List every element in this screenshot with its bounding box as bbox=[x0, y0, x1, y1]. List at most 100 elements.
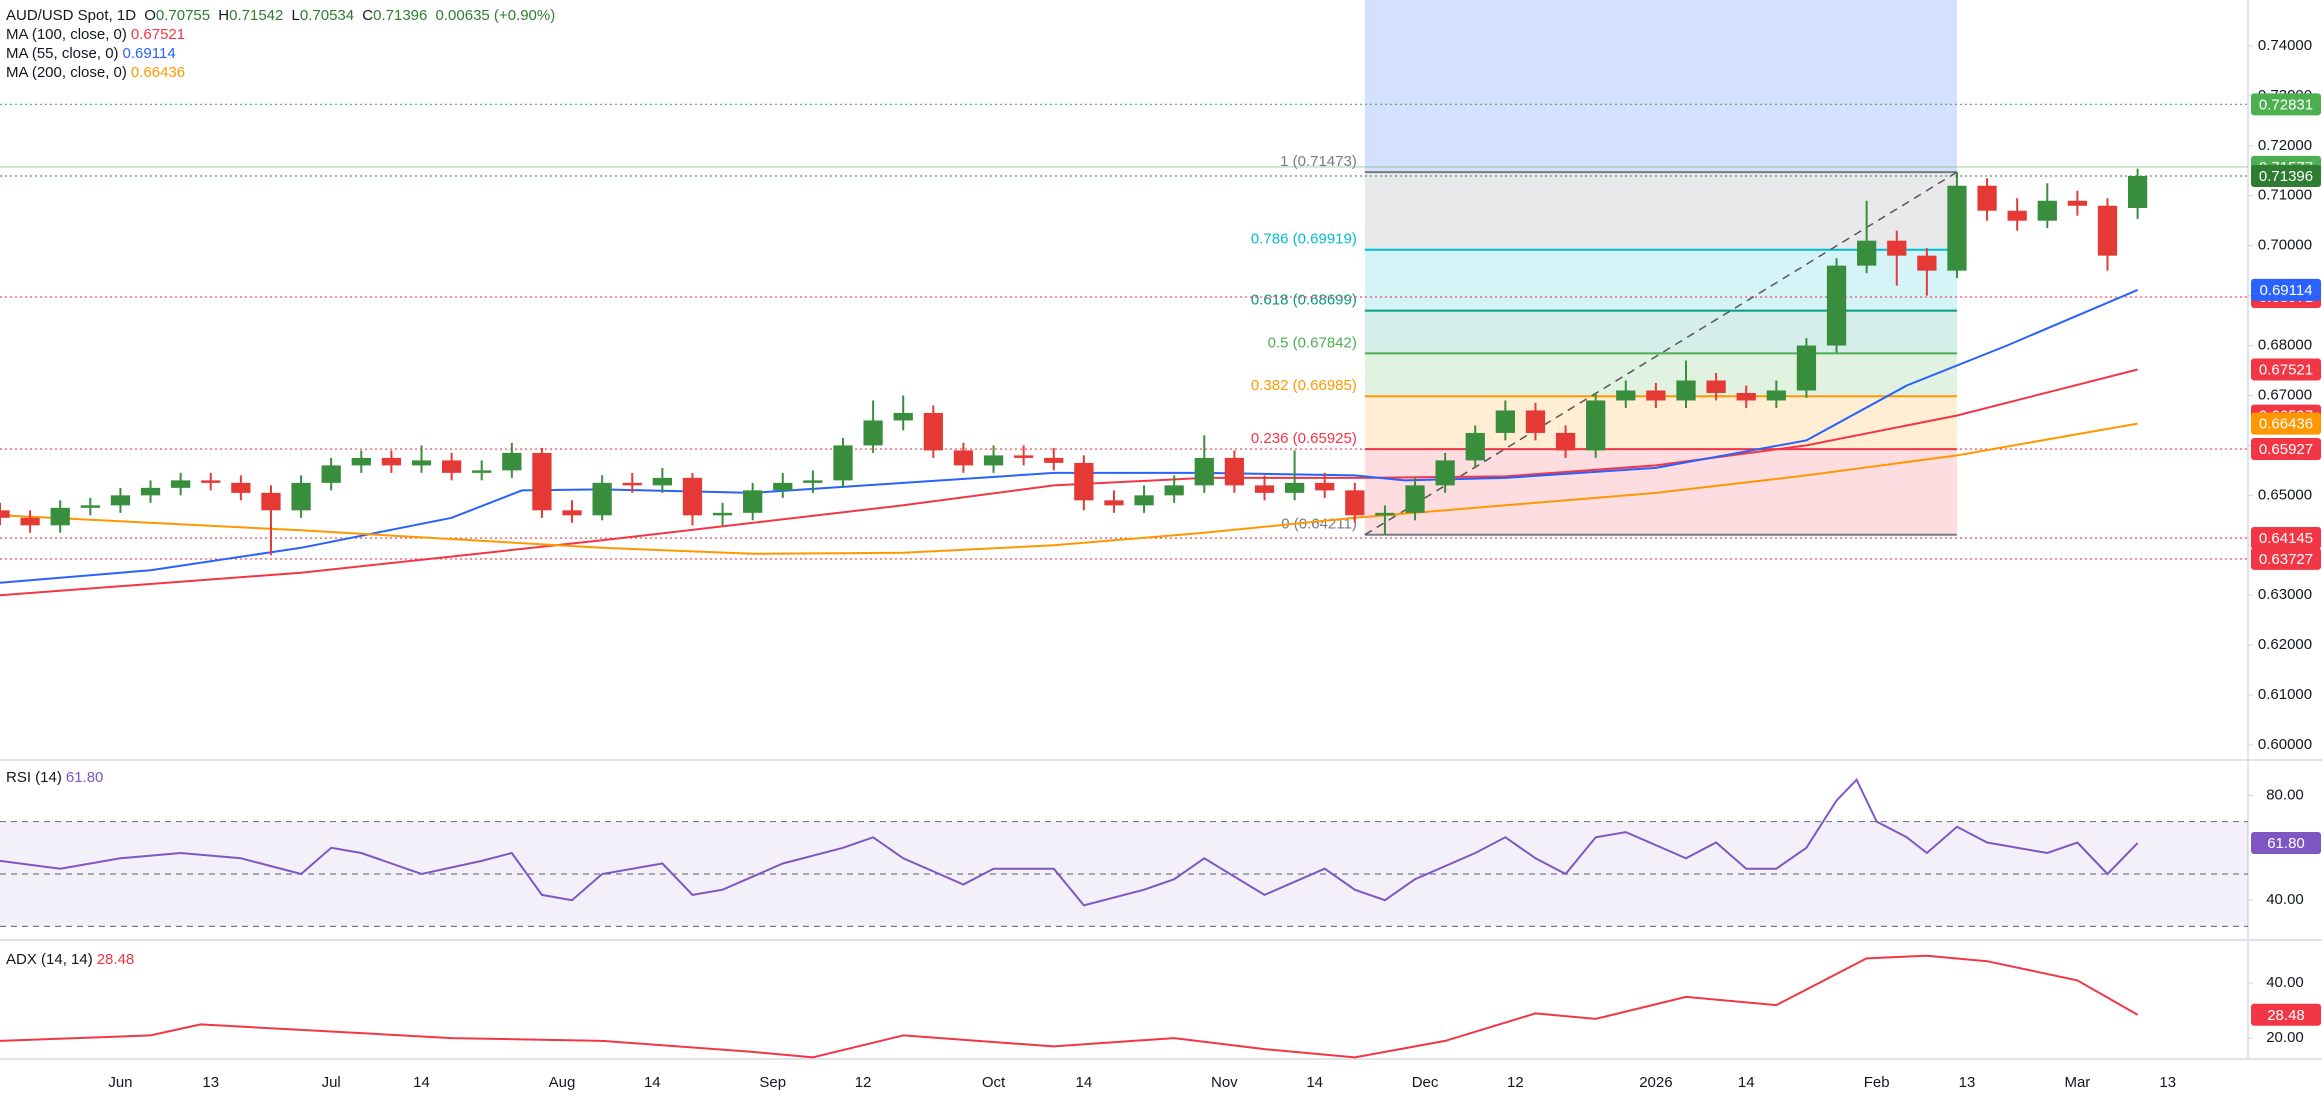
fib-band bbox=[1364, 396, 1957, 450]
x-tick-label: Jul bbox=[322, 1074, 341, 1091]
y-tick-label: 0.61000 bbox=[2258, 686, 2312, 703]
y-tick-label: 0.70000 bbox=[2258, 237, 2312, 254]
candle-body bbox=[140, 487, 161, 496]
ohlc-value: 0.70534 bbox=[299, 7, 355, 24]
candle-body bbox=[1616, 390, 1636, 401]
fib-highlight bbox=[1364, 0, 1957, 173]
candle-body bbox=[1495, 410, 1515, 433]
candle-body bbox=[2067, 200, 2088, 206]
candle-body bbox=[1917, 255, 1937, 271]
candle-body bbox=[1646, 390, 1666, 401]
candle-body bbox=[381, 457, 402, 466]
fib-band bbox=[1364, 310, 1957, 354]
fib-label: 0.618 (0.68699) bbox=[1251, 292, 1357, 309]
candle-body bbox=[1224, 457, 1245, 486]
price-badge-label: 0.69114 bbox=[2259, 282, 2312, 299]
candle-body bbox=[50, 507, 70, 526]
candle-body bbox=[80, 505, 100, 508]
x-tick-label: Oct bbox=[982, 1074, 1006, 1091]
legend-value: 0.66436 bbox=[130, 64, 186, 81]
ohlc-label: O bbox=[144, 7, 156, 24]
x-tick-label: 2026 bbox=[1639, 1074, 1672, 1091]
fib-label: 0.236 (0.65925) bbox=[1251, 430, 1357, 447]
candle-body bbox=[2007, 210, 2027, 221]
candle-body bbox=[532, 452, 552, 511]
line-series bbox=[0, 422, 2138, 555]
candle-body bbox=[1134, 495, 1154, 506]
candle-body bbox=[893, 412, 913, 421]
candle-body bbox=[712, 512, 733, 516]
change-value: 0.00635 (+0.90%) bbox=[435, 7, 556, 24]
y-tick-label: 0.62000 bbox=[2258, 636, 2312, 653]
price-badge-label: 0.65927 bbox=[2259, 441, 2313, 458]
y-tick-label: 0.68000 bbox=[2258, 337, 2312, 354]
price-badge bbox=[2251, 93, 2321, 116]
fib-label: 0.786 (0.69919) bbox=[1251, 231, 1357, 248]
x-tick-label: Mar bbox=[2064, 1074, 2090, 1091]
ma-row: MA (100, close, 0) 0.67521 bbox=[6, 25, 559, 44]
candle-body bbox=[803, 480, 823, 483]
candle-body bbox=[1194, 457, 1214, 486]
price-badge-label: 61.80 bbox=[2267, 835, 2305, 852]
candle-body bbox=[0, 510, 10, 518]
candle-body bbox=[1315, 482, 1335, 491]
price-badge bbox=[2251, 438, 2321, 461]
candle-body bbox=[1164, 485, 1184, 496]
x-tick-label: 14 bbox=[1738, 1074, 1755, 1091]
candle-body bbox=[983, 455, 1004, 466]
candle-body bbox=[953, 450, 974, 466]
candle-body bbox=[171, 480, 191, 488]
candle-body bbox=[2037, 200, 2057, 221]
candle-body bbox=[411, 460, 432, 466]
legend-value: 0.69114 bbox=[122, 45, 176, 62]
line-series bbox=[0, 777, 2139, 907]
y-tick-label: 0.67000 bbox=[2258, 386, 2312, 403]
ma-row: MA (55, close, 0) 0.69114 bbox=[6, 44, 559, 63]
y-tick-label: 20.00 bbox=[2266, 1029, 2304, 1046]
candle-body bbox=[923, 412, 943, 451]
x-tick-label: Jun bbox=[108, 1074, 132, 1091]
candle-body bbox=[1977, 185, 1997, 211]
price-badge-label: 0.71396 bbox=[2259, 168, 2313, 185]
candle-body bbox=[1074, 462, 1094, 501]
candle-body bbox=[652, 477, 672, 486]
x-tick-label: 12 bbox=[855, 1074, 872, 1091]
candle-body bbox=[1375, 512, 1395, 516]
candle-body bbox=[1104, 500, 1124, 506]
candle-body bbox=[773, 482, 793, 491]
price-badge bbox=[2251, 832, 2321, 855]
price-badge-label: 0.67521 bbox=[2259, 361, 2313, 378]
candle-body bbox=[1435, 460, 1455, 486]
candle-body bbox=[472, 470, 492, 473]
line-series bbox=[0, 954, 2139, 1059]
ohlc-value: 0.71542 bbox=[229, 7, 284, 24]
x-tick-label: Sep bbox=[759, 1074, 786, 1091]
x-tick-label: 14 bbox=[1076, 1074, 1093, 1091]
price-badge-label: 0.63727 bbox=[2259, 551, 2313, 568]
candle-body bbox=[1676, 380, 1696, 401]
price-badge-label: 0.72831 bbox=[2259, 96, 2313, 113]
candle-body bbox=[1857, 240, 1877, 266]
legend-label: MA (100, close, 0) bbox=[6, 26, 127, 43]
price-badge bbox=[2251, 1003, 2321, 1026]
candle-body bbox=[863, 420, 883, 446]
ohlc-label: C bbox=[362, 7, 374, 24]
price-legend: AUD/USD Spot, 1D O0.70755 H0.71542 L0.70… bbox=[6, 6, 559, 82]
adx-legend: ADX (14, 14) 28.48 bbox=[6, 950, 138, 969]
line-series bbox=[0, 288, 2138, 584]
x-tick-label: 14 bbox=[413, 1074, 430, 1091]
candle-body bbox=[201, 480, 221, 483]
x-tick-label: 14 bbox=[1306, 1074, 1323, 1091]
candle-body bbox=[2097, 205, 2118, 256]
fib-label: 0.382 (0.66985) bbox=[1251, 377, 1357, 394]
y-tick-label: 0.60000 bbox=[2258, 736, 2312, 753]
candle-body bbox=[1014, 455, 1034, 458]
fib-label: 1 (0.71473) bbox=[1280, 153, 1357, 170]
candle-body bbox=[1736, 392, 1756, 401]
ma-row: MA (200, close, 0) 0.66436 bbox=[6, 63, 559, 82]
price-badge bbox=[2251, 547, 2321, 570]
fib-band bbox=[1364, 353, 1957, 397]
legend-value: 28.48 bbox=[96, 951, 135, 968]
legend-label: MA (200, close, 0) bbox=[6, 64, 127, 81]
